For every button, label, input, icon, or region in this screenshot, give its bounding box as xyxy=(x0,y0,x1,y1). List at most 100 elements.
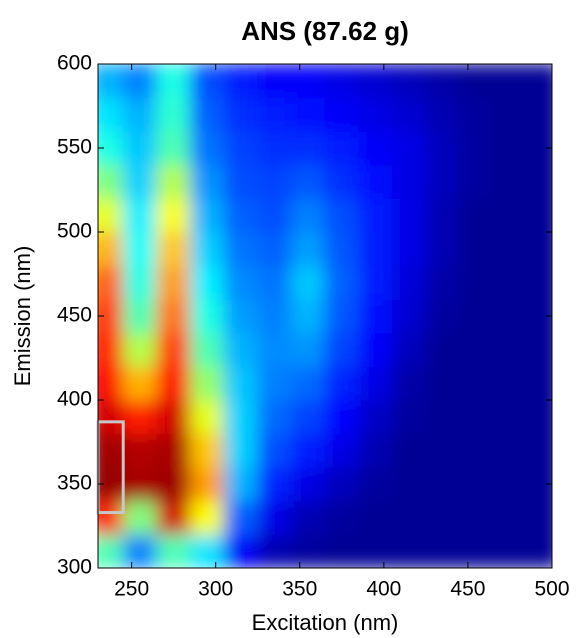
contour-cell xyxy=(98,533,124,568)
contour-cell xyxy=(98,265,124,300)
contour-cell xyxy=(324,466,360,502)
contour-cell xyxy=(290,466,326,502)
contour-cell xyxy=(122,265,158,300)
contour-cell xyxy=(358,265,393,300)
contour-cell xyxy=(122,433,158,468)
contour-cell xyxy=(189,197,225,233)
contour-cell xyxy=(223,231,259,267)
contour-cell xyxy=(223,298,259,334)
contour-cell xyxy=(459,97,494,132)
contour-cell xyxy=(492,332,528,367)
contour-cell xyxy=(358,130,393,166)
contour-cell xyxy=(189,231,225,267)
contour-cell xyxy=(156,231,191,267)
plot-area xyxy=(98,64,552,568)
contour-cell xyxy=(459,298,494,334)
contour-cell xyxy=(98,97,124,132)
contour-cell xyxy=(257,365,292,401)
contour-cell xyxy=(324,197,360,233)
contour-cell xyxy=(98,332,124,367)
contour-cell xyxy=(156,533,191,568)
contour-cell xyxy=(156,332,191,367)
contour-cell xyxy=(290,365,326,401)
contour-cell xyxy=(257,64,292,99)
contour-cell xyxy=(526,164,552,199)
contour-cell xyxy=(425,265,461,300)
contour-cell xyxy=(290,265,326,300)
contour-cell xyxy=(290,197,326,233)
contour-cell xyxy=(257,332,292,367)
contour-cell xyxy=(391,265,427,300)
contour-cell xyxy=(459,399,494,435)
contour-cell xyxy=(290,64,326,99)
contour-cell xyxy=(98,164,124,199)
contour-cell xyxy=(526,231,552,267)
contour-cell xyxy=(223,533,259,568)
contour-cell xyxy=(290,298,326,334)
contour-cell xyxy=(156,399,191,435)
contour-cell xyxy=(98,365,124,401)
contour-cell xyxy=(526,500,552,535)
contour-cell xyxy=(290,433,326,468)
contour-cell xyxy=(98,231,124,267)
contour-cell xyxy=(459,332,494,367)
y-tick-label: 300 xyxy=(57,556,92,579)
contour-cell xyxy=(156,164,191,199)
contour-cell xyxy=(492,130,528,166)
y-tick-label: 600 xyxy=(57,52,92,75)
contour-cell xyxy=(391,466,427,502)
contour-cell xyxy=(358,197,393,233)
contour-cell xyxy=(358,64,393,99)
contour-cell xyxy=(122,64,158,99)
contour-cell xyxy=(122,332,158,367)
contour-cell xyxy=(391,197,427,233)
contour-cell xyxy=(492,64,528,99)
y-tick-label: 500 xyxy=(57,220,92,243)
contour-cell xyxy=(425,332,461,367)
contour-cell xyxy=(290,231,326,267)
x-tick-label: 400 xyxy=(366,578,401,601)
contour-cell xyxy=(223,265,259,300)
contour-cell xyxy=(122,97,158,132)
contour-cell xyxy=(459,466,494,502)
contour-cell xyxy=(492,97,528,132)
contour-cell xyxy=(156,466,191,502)
contour-cell xyxy=(189,466,225,502)
contour-cell xyxy=(358,466,393,502)
contour-cell xyxy=(189,433,225,468)
contour-cell xyxy=(257,433,292,468)
contour-cell xyxy=(98,433,124,468)
contour-cell xyxy=(223,466,259,502)
contour-cell xyxy=(492,500,528,535)
contour-cell xyxy=(492,164,528,199)
contour-cell xyxy=(156,500,191,535)
contour-cell xyxy=(324,533,360,568)
contour-cell xyxy=(391,433,427,468)
contour-cell xyxy=(156,64,191,99)
contour-cell xyxy=(358,433,393,468)
contour-cell xyxy=(189,298,225,334)
contour-cell xyxy=(98,399,124,435)
contour-cell xyxy=(189,97,225,132)
contour-cell xyxy=(526,533,552,568)
contour-cell xyxy=(189,365,225,401)
contour-cell xyxy=(122,500,158,535)
contour-cell xyxy=(425,433,461,468)
x-axis-label: Excitation (nm) xyxy=(252,610,399,635)
y-tick-label: 350 xyxy=(57,472,92,495)
contour-cell xyxy=(391,365,427,401)
contour-field xyxy=(98,64,552,568)
contour-cell xyxy=(425,466,461,502)
contour-cell xyxy=(156,298,191,334)
contour-cell xyxy=(122,365,158,401)
contour-cell xyxy=(459,500,494,535)
contour-cell xyxy=(189,130,225,166)
contour-cell xyxy=(391,298,427,334)
contour-cell xyxy=(459,365,494,401)
contour-cell xyxy=(492,399,528,435)
contour-cell xyxy=(425,97,461,132)
contour-cell xyxy=(391,231,427,267)
contour-cell xyxy=(223,365,259,401)
contour-cell xyxy=(257,231,292,267)
contour-cell xyxy=(324,97,360,132)
